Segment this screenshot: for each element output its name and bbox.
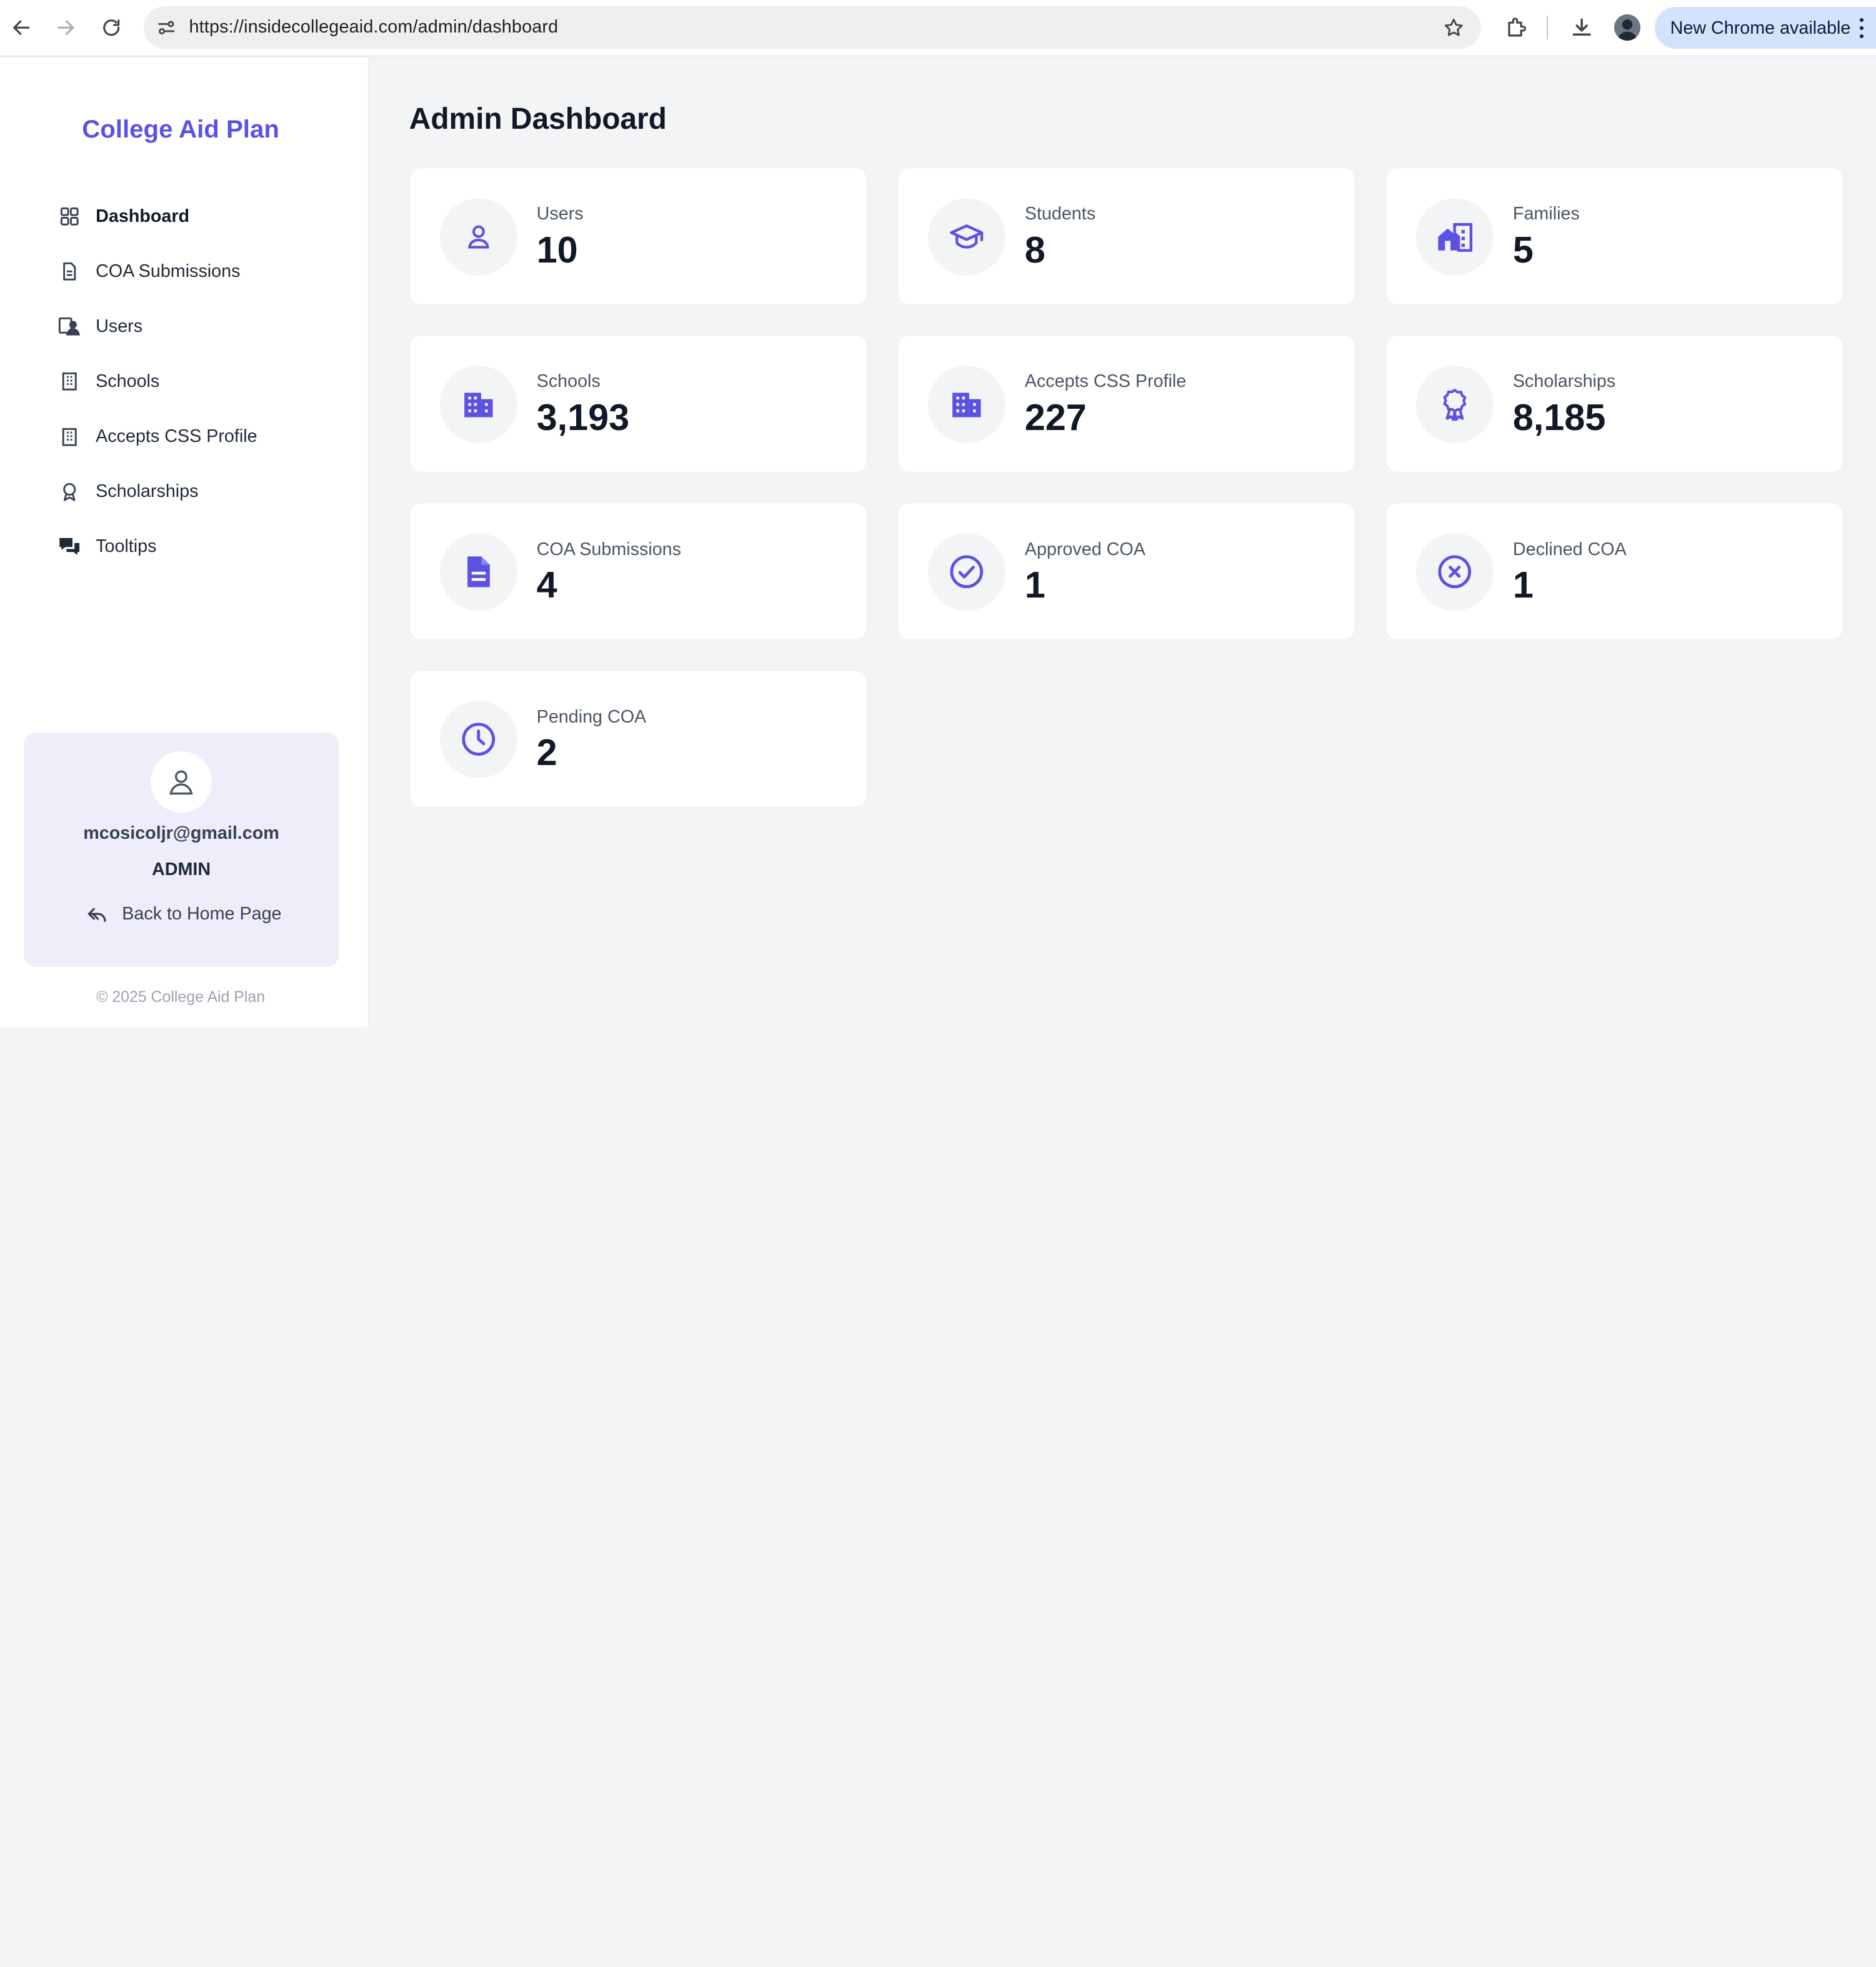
profile-card: mcosicoljr@gmail.com ADMIN Back to Home … xyxy=(24,732,339,967)
stat-label: Users xyxy=(536,204,584,224)
stat-value: 8 xyxy=(1024,228,1045,271)
stat-value: 8,185 xyxy=(1512,396,1606,438)
stat-value: 1 xyxy=(1512,563,1534,606)
stat-label: Approved COA xyxy=(1024,539,1145,559)
profile-email: mcosicoljr@gmail.com xyxy=(83,823,279,844)
sidebar-item-tooltips[interactable]: Tooltips xyxy=(57,533,157,561)
building-icon xyxy=(927,365,1006,444)
stat-label: Pending COA xyxy=(536,706,647,727)
new-chrome-available-button[interactable]: New Chrome available xyxy=(1654,7,1876,49)
avatar xyxy=(151,751,212,813)
chat-bubbles-icon xyxy=(57,535,81,559)
sidebar-item-coa-submissions[interactable]: COA Submissions xyxy=(57,258,241,286)
back-arrow-icon[interactable] xyxy=(7,13,36,42)
stat-card-families[interactable]: Families 5 xyxy=(1385,168,1844,306)
stat-value: 10 xyxy=(536,228,578,271)
stat-value: 5 xyxy=(1512,228,1534,271)
reload-icon[interactable] xyxy=(97,13,126,42)
stat-value: 1 xyxy=(1024,563,1045,606)
url-text[interactable]: https://insidecollegeaid.com/admin/dashb… xyxy=(189,16,559,37)
stat-value: 2 xyxy=(536,731,557,773)
stat-label: Schools xyxy=(536,371,601,392)
stat-label: Declined COA xyxy=(1512,539,1627,559)
site-settings-icon[interactable] xyxy=(154,16,178,39)
check-circle-icon xyxy=(927,533,1006,611)
sidebar-item-label: Tooltips xyxy=(96,536,157,557)
stat-label: COA Submissions xyxy=(536,539,681,559)
building-icon xyxy=(57,425,81,449)
profile-role: ADMIN xyxy=(151,859,211,879)
stat-card-pending-coa[interactable]: Pending COA 2 xyxy=(409,670,867,808)
update-label: New Chrome available xyxy=(1670,18,1851,38)
stat-value: 227 xyxy=(1024,396,1087,438)
sidebar-item-label: Scholarships xyxy=(96,481,199,502)
stat-card-users[interactable]: Users 10 xyxy=(409,168,867,306)
user-icon xyxy=(169,770,193,795)
sidebar-item-label: Accepts CSS Profile xyxy=(96,426,257,447)
document-icon xyxy=(57,259,81,283)
sidebar-item-label: Users xyxy=(96,316,143,337)
copyright-text: © 2025 College Aid Plan xyxy=(96,988,266,1006)
back-link-label: Back to Home Page xyxy=(122,904,282,924)
x-circle-icon xyxy=(1415,533,1494,611)
stat-label: Accepts CSS Profile xyxy=(1024,371,1187,392)
back-to-home-link[interactable]: Back to Home Page xyxy=(84,900,282,929)
graduation-cap-icon xyxy=(927,198,1006,276)
stat-value: 3,193 xyxy=(536,396,630,438)
stat-card-scholarships[interactable]: Scholarships 8,185 xyxy=(1385,335,1844,473)
sidebar-item-schools[interactable]: Schools xyxy=(57,368,159,396)
toolbar-divider xyxy=(1547,15,1549,40)
building-icon xyxy=(439,365,518,444)
stat-value: 4 xyxy=(536,563,557,606)
sidebar-item-accepts-css-profile[interactable]: Accepts CSS Profile xyxy=(57,423,257,451)
sidebar-item-users[interactable]: Users xyxy=(57,313,142,341)
bookmark-star-icon[interactable] xyxy=(1442,16,1465,39)
stat-card-coa-submissions[interactable]: COA Submissions 4 xyxy=(409,503,867,641)
dashboard-grid-icon xyxy=(57,204,81,228)
address-bar[interactable]: https://insidecollegeaid.com/admin/dashb… xyxy=(143,6,1482,49)
award-icon xyxy=(57,480,81,504)
browser-window: https://insidecollegeaid.com/admin/dashb… xyxy=(0,0,1876,1027)
forward-arrow-icon[interactable] xyxy=(51,13,80,42)
sidebar-item-label: COA Submissions xyxy=(96,261,241,282)
stat-label: Scholarships xyxy=(1512,371,1616,392)
extensions-puzzle-icon[interactable] xyxy=(1502,13,1530,42)
user-icon xyxy=(439,198,518,276)
stat-card-approved-coa[interactable]: Approved COA 1 xyxy=(897,503,1356,641)
users-icon xyxy=(57,315,81,339)
stat-card-declined-coa[interactable]: Declined COA 1 xyxy=(1385,503,1844,641)
stat-card-schools[interactable]: Schools 3,193 xyxy=(409,335,867,473)
sidebar: College Aid Plan Dashboard COA Submissio… xyxy=(0,57,369,1027)
stat-label: Families xyxy=(1512,204,1580,224)
stat-label: Students xyxy=(1024,204,1096,224)
profile-avatar-icon[interactable] xyxy=(1614,14,1640,41)
document-icon xyxy=(439,533,518,611)
building-icon xyxy=(57,370,81,394)
page-title: Admin Dashboard xyxy=(409,102,667,136)
brand-logo[interactable]: College Aid Plan xyxy=(82,114,279,143)
award-icon xyxy=(1415,365,1494,444)
download-icon[interactable] xyxy=(1567,13,1596,42)
browser-toolbar: https://insidecollegeaid.com/admin/dashb… xyxy=(0,0,1876,56)
reply-arrow-icon xyxy=(84,901,110,928)
sidebar-item-label: Schools xyxy=(96,371,160,392)
stat-card-accepts-css-profile[interactable]: Accepts CSS Profile 227 xyxy=(897,335,1356,473)
stat-card-students[interactable]: Students 8 xyxy=(897,168,1356,306)
home-buildings-icon xyxy=(1415,198,1494,276)
sidebar-item-label: Dashboard xyxy=(96,206,190,226)
sidebar-item-dashboard[interactable]: Dashboard xyxy=(57,203,189,231)
sidebar-item-scholarships[interactable]: Scholarships xyxy=(57,478,199,506)
clock-icon xyxy=(439,700,518,779)
kebab-menu-icon[interactable] xyxy=(1859,18,1864,39)
